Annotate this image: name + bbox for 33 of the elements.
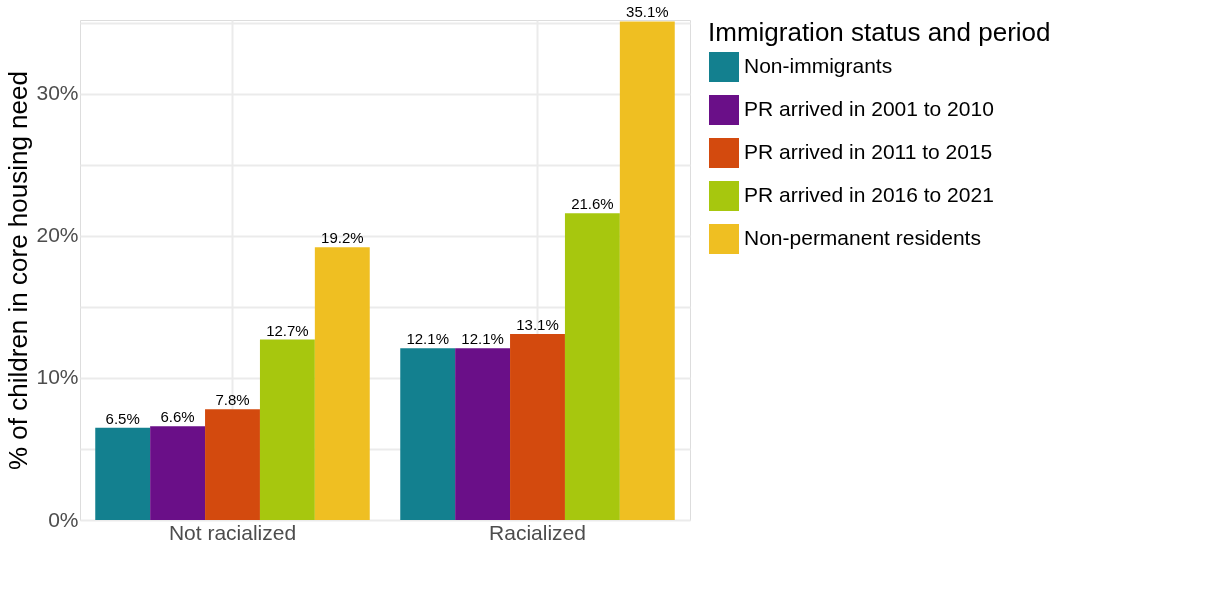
- data-label: 7.8%: [215, 391, 250, 409]
- bar: [400, 348, 456, 520]
- legend-label: PR arrived in 2001 to 2010: [744, 97, 994, 120]
- legend-label: Non-permanent residents: [744, 226, 981, 249]
- bar: [259, 339, 315, 520]
- bar: [619, 21, 675, 520]
- y-tick-label: 20%: [36, 223, 79, 247]
- bar: [510, 333, 565, 520]
- y-axis-title: % of children in core housing need: [3, 71, 34, 470]
- x-tick-label: Racialized: [489, 520, 586, 544]
- legend-label: Non-immigrants: [744, 54, 893, 77]
- bar: [150, 426, 206, 520]
- bar: [205, 409, 260, 520]
- data-label: 13.1%: [516, 315, 559, 333]
- y-tick-label: 10%: [36, 365, 79, 389]
- x-tick-label: Not racialized: [168, 520, 297, 544]
- data-label: 21.6%: [571, 195, 614, 213]
- bar: [95, 427, 151, 520]
- bar: [564, 213, 620, 520]
- bar: [314, 247, 370, 520]
- bar: [455, 348, 511, 520]
- y-tick-label: 30%: [36, 81, 79, 105]
- data-label: 12.7%: [266, 321, 309, 339]
- data-label: 35.1%: [626, 3, 669, 21]
- legend-label: PR arrived in 2011 to 2015: [744, 140, 993, 163]
- data-label: 19.2%: [321, 229, 364, 247]
- y-tick-label: 0%: [48, 507, 79, 531]
- data-label: 12.1%: [406, 330, 449, 348]
- data-label: 12.1%: [461, 330, 504, 348]
- data-label: 6.6%: [160, 408, 195, 426]
- legend-label: PR arrived in 2016 to 2021: [744, 183, 994, 206]
- legend-title: Immigration status and period: [708, 17, 1051, 47]
- data-label: 6.5%: [105, 409, 140, 427]
